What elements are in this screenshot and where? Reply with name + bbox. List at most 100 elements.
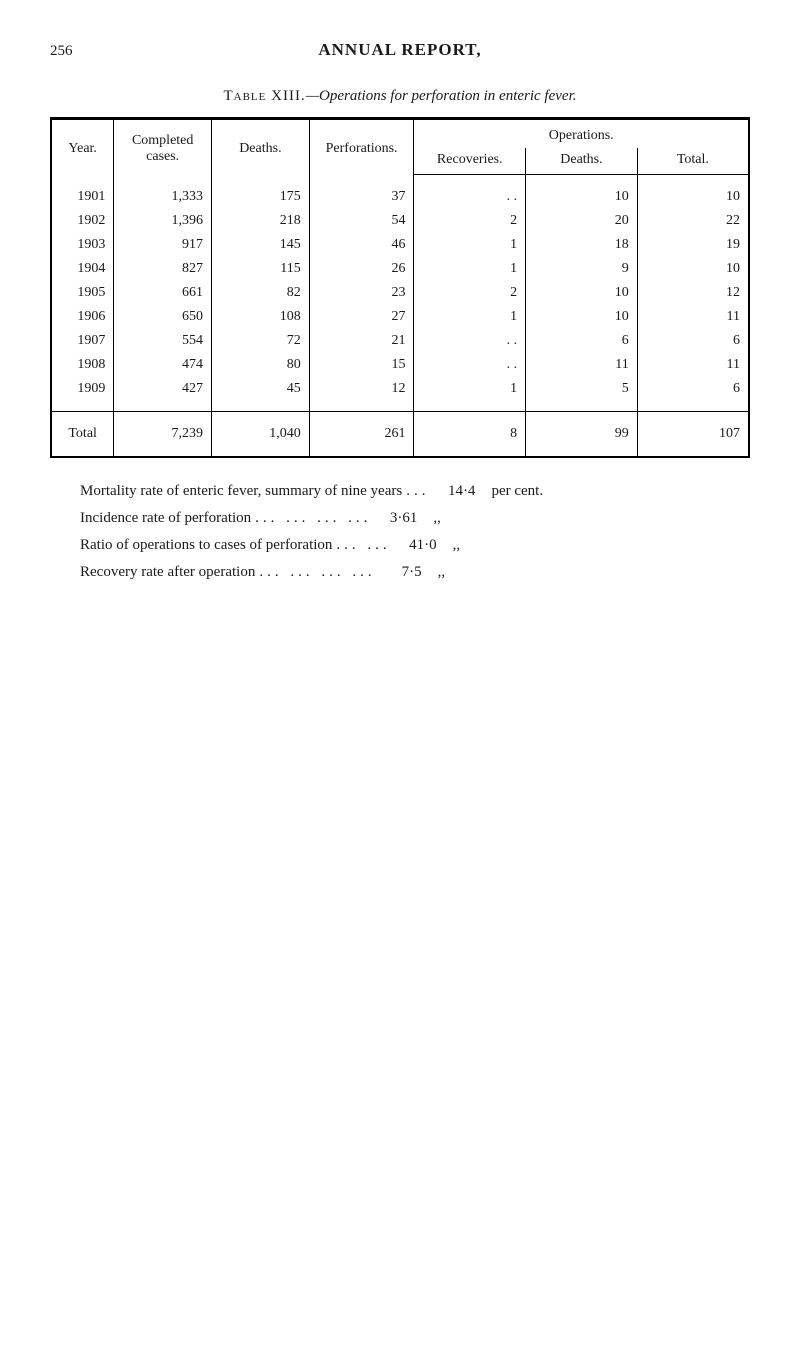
cell-op_deaths: 20 <box>526 209 638 233</box>
table-row: 1905661822321012 <box>51 281 749 305</box>
cell-recoveries: . . <box>414 353 526 377</box>
cell-completed: 554 <box>114 329 212 353</box>
cell-year: 1906 <box>51 305 114 329</box>
summary-dots: ... ... ... ... <box>251 505 375 532</box>
cell-perforations: 23 <box>309 281 414 305</box>
cell-deaths: 115 <box>212 257 310 281</box>
cell-deaths: 175 <box>212 175 310 210</box>
table-row: 19021,3962185422022 <box>51 209 749 233</box>
cell-completed: 661 <box>114 281 212 305</box>
cell-total: 6 <box>637 377 749 412</box>
cell-recoveries: 2 <box>414 281 526 305</box>
total-completed: 7,239 <box>114 412 212 458</box>
cell-perforations: 26 <box>309 257 414 281</box>
summary-line: Recovery rate after operation ... ... ..… <box>80 559 750 586</box>
header-deaths: Deaths. <box>212 119 310 175</box>
cell-op_deaths: 6 <box>526 329 638 353</box>
cell-deaths: 72 <box>212 329 310 353</box>
summary-label: Mortality rate of enteric fever, summary… <box>80 478 402 505</box>
cell-total: 10 <box>637 175 749 210</box>
cell-op_deaths: 10 <box>526 175 638 210</box>
cell-op_deaths: 9 <box>526 257 638 281</box>
cell-recoveries: . . <box>414 175 526 210</box>
summary-unit: per cent. <box>475 478 543 505</box>
summary-dots: ... ... <box>332 532 394 559</box>
cell-total: 11 <box>637 353 749 377</box>
header-perforations: Perforations. <box>309 119 414 175</box>
summary-line: Mortality rate of enteric fever, summary… <box>80 478 750 505</box>
cell-completed: 827 <box>114 257 212 281</box>
total-row: Total 7,239 1,040 261 8 99 107 <box>51 412 749 458</box>
cell-perforations: 21 <box>309 329 414 353</box>
summary-label: Recovery rate after operation <box>80 559 255 586</box>
cell-recoveries: 1 <box>414 377 526 412</box>
cell-completed: 650 <box>114 305 212 329</box>
header-recoveries: Recoveries. <box>414 148 526 175</box>
summary-value: 41·0 <box>395 532 437 559</box>
total-perforations: 261 <box>309 412 414 458</box>
cell-deaths: 218 <box>212 209 310 233</box>
summary-line: Incidence rate of perforation ... ... ..… <box>80 505 750 532</box>
summary-value: 7·5 <box>380 559 422 586</box>
table-row: 19084748015. .1111 <box>51 353 749 377</box>
header-total: Total. <box>637 148 749 175</box>
cell-completed: 1,333 <box>114 175 212 210</box>
table-row: 19066501082711011 <box>51 305 749 329</box>
table-row: 1904827115261910 <box>51 257 749 281</box>
cell-op_deaths: 11 <box>526 353 638 377</box>
header-year: Year. <box>51 119 114 175</box>
cell-year: 1905 <box>51 281 114 305</box>
cell-perforations: 54 <box>309 209 414 233</box>
cell-perforations: 15 <box>309 353 414 377</box>
header-op-deaths: Deaths. <box>526 148 638 175</box>
cell-deaths: 108 <box>212 305 310 329</box>
cell-recoveries: . . <box>414 329 526 353</box>
total-deaths: 1,040 <box>212 412 310 458</box>
summary-unit: ,, <box>417 505 441 532</box>
table-row: 19039171454611819 <box>51 233 749 257</box>
cell-total: 22 <box>637 209 749 233</box>
cell-op_deaths: 18 <box>526 233 638 257</box>
data-table: Year. Completed cases. Deaths. Perforati… <box>50 117 750 458</box>
table-row: 19011,33317537. .1010 <box>51 175 749 210</box>
cell-deaths: 145 <box>212 233 310 257</box>
header-operations: Operations. <box>414 119 749 149</box>
summary-unit: ,, <box>437 532 461 559</box>
summary-unit: ,, <box>422 559 446 586</box>
cell-year: 1908 <box>51 353 114 377</box>
cell-perforations: 12 <box>309 377 414 412</box>
caption-prefix: Table XIII. <box>223 88 305 104</box>
cell-year: 1909 <box>51 377 114 412</box>
table-row: 19094274512156 <box>51 377 749 412</box>
cell-completed: 474 <box>114 353 212 377</box>
cell-total: 11 <box>637 305 749 329</box>
cell-deaths: 80 <box>212 353 310 377</box>
total-total: 107 <box>637 412 749 458</box>
cell-op_deaths: 10 <box>526 281 638 305</box>
cell-recoveries: 1 <box>414 233 526 257</box>
page-header: 256 ANNUAL REPORT, <box>50 40 750 60</box>
cell-perforations: 37 <box>309 175 414 210</box>
table-row: 19075547221. .66 <box>51 329 749 353</box>
total-op-deaths: 99 <box>526 412 638 458</box>
summary-value: 3·61 <box>375 505 417 532</box>
summary-value: 14·4 <box>433 478 475 505</box>
summary-line: Ratio of operations to cases of perforat… <box>80 532 750 559</box>
cell-recoveries: 2 <box>414 209 526 233</box>
cell-op_deaths: 10 <box>526 305 638 329</box>
cell-total: 6 <box>637 329 749 353</box>
caption-suffix: —Operations for perforation in enteric f… <box>306 88 577 104</box>
total-label: Total <box>51 412 114 458</box>
cell-year: 1902 <box>51 209 114 233</box>
summary-label: Ratio of operations to cases of perforat… <box>80 532 332 559</box>
summary-dots: ... ... ... ... <box>255 559 379 586</box>
cell-year: 1907 <box>51 329 114 353</box>
summary-dots: ... <box>402 478 433 505</box>
cell-deaths: 82 <box>212 281 310 305</box>
main-title: ANNUAL REPORT, <box>110 40 690 60</box>
total-recoveries: 8 <box>414 412 526 458</box>
table-body: 19011,33317537. .101019021,3962185422022… <box>51 175 749 412</box>
cell-year: 1901 <box>51 175 114 210</box>
summary-label: Incidence rate of perforation <box>80 505 251 532</box>
cell-op_deaths: 5 <box>526 377 638 412</box>
